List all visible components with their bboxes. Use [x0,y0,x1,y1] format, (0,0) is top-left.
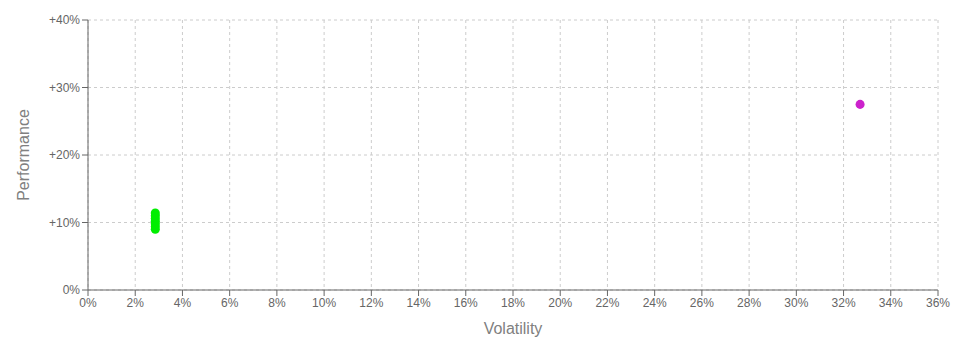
svg-text:34%: 34% [879,296,903,310]
svg-text:16%: 16% [454,296,478,310]
svg-text:30%: 30% [784,296,808,310]
svg-text:24%: 24% [643,296,667,310]
svg-text:32%: 32% [832,296,856,310]
svg-text:36%: 36% [926,296,950,310]
svg-text:+10%: +10% [49,216,80,230]
svg-text:22%: 22% [595,296,619,310]
svg-text:4%: 4% [174,296,192,310]
svg-text:18%: 18% [501,296,525,310]
svg-text:0%: 0% [63,283,81,297]
svg-text:+20%: +20% [49,148,80,162]
svg-text:10%: 10% [312,296,336,310]
svg-text:14%: 14% [407,296,431,310]
svg-text:Volatility: Volatility [484,320,543,337]
svg-text:8%: 8% [268,296,286,310]
svg-text:20%: 20% [548,296,572,310]
svg-text:2%: 2% [127,296,145,310]
svg-text:12%: 12% [359,296,383,310]
svg-text:26%: 26% [690,296,714,310]
svg-text:+30%: +30% [49,81,80,95]
svg-text:Performance: Performance [15,109,32,201]
svg-text:6%: 6% [221,296,239,310]
svg-text:0%: 0% [79,296,97,310]
svg-text:28%: 28% [737,296,761,310]
svg-text:+40%: +40% [49,13,80,27]
